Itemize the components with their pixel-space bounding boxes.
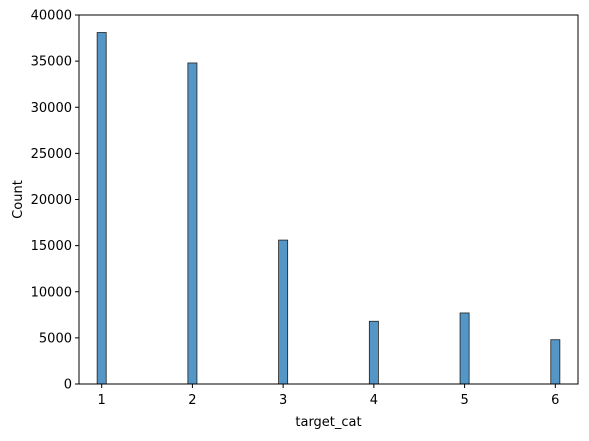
y-tick-label: 40000 (31, 9, 72, 24)
y-tick-label: 10000 (31, 285, 72, 300)
x-tick-label: 4 (370, 393, 378, 408)
plot-frame (78, 14, 579, 385)
x-axis: 1 2 3 4 5 6 (98, 384, 559, 408)
bar-5 (459, 312, 470, 385)
y-tick-label: 30000 (31, 101, 72, 116)
y-axis: 0 5000 10000 15000 20000 25000 30000 35000 40000 (31, 9, 79, 393)
bar-3 (278, 239, 289, 385)
bar-2 (187, 62, 198, 385)
bars-group (96, 32, 561, 385)
x-tick-label: 2 (188, 393, 196, 408)
x-tick-label: 5 (460, 393, 468, 408)
y-tick-label: 35000 (31, 55, 72, 70)
x-tick-label: 1 (98, 393, 106, 408)
bar-6 (550, 339, 561, 385)
x-tick-label: 6 (551, 393, 559, 408)
bar-4 (368, 320, 379, 385)
y-tick-label: 0 (64, 378, 72, 393)
y-tick-label: 25000 (31, 147, 72, 162)
x-tick-label: 3 (279, 393, 287, 408)
bar-1 (96, 32, 107, 385)
y-tick-label: 20000 (31, 193, 72, 208)
y-tick-label: 15000 (31, 239, 72, 254)
y-axis-label: Count (11, 180, 26, 219)
x-axis-label: target_cat (295, 415, 361, 430)
y-tick-label: 5000 (39, 331, 72, 346)
